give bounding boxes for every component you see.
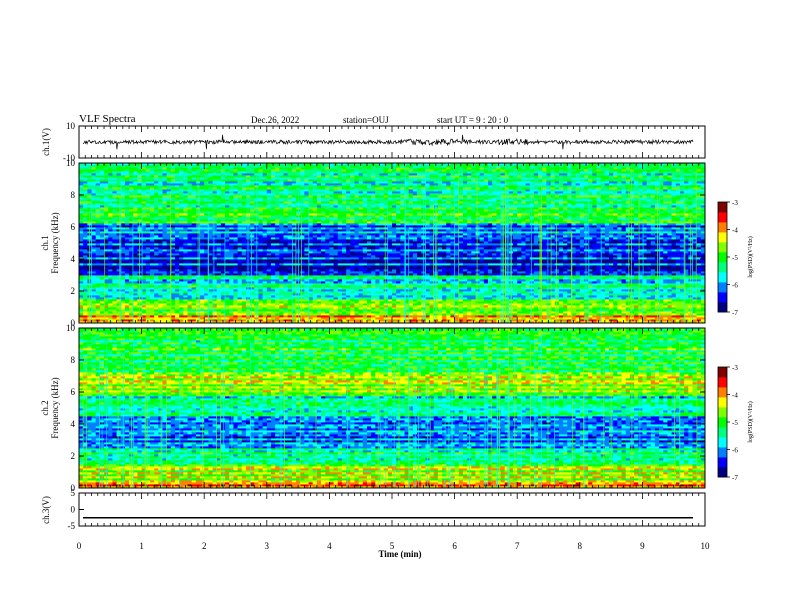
ch1-waveform-ylabel: ch.1(V) [41, 128, 51, 156]
ch1-tick-label: 10 [66, 121, 76, 131]
ch1-spectrogram-heatmap [79, 163, 705, 323]
